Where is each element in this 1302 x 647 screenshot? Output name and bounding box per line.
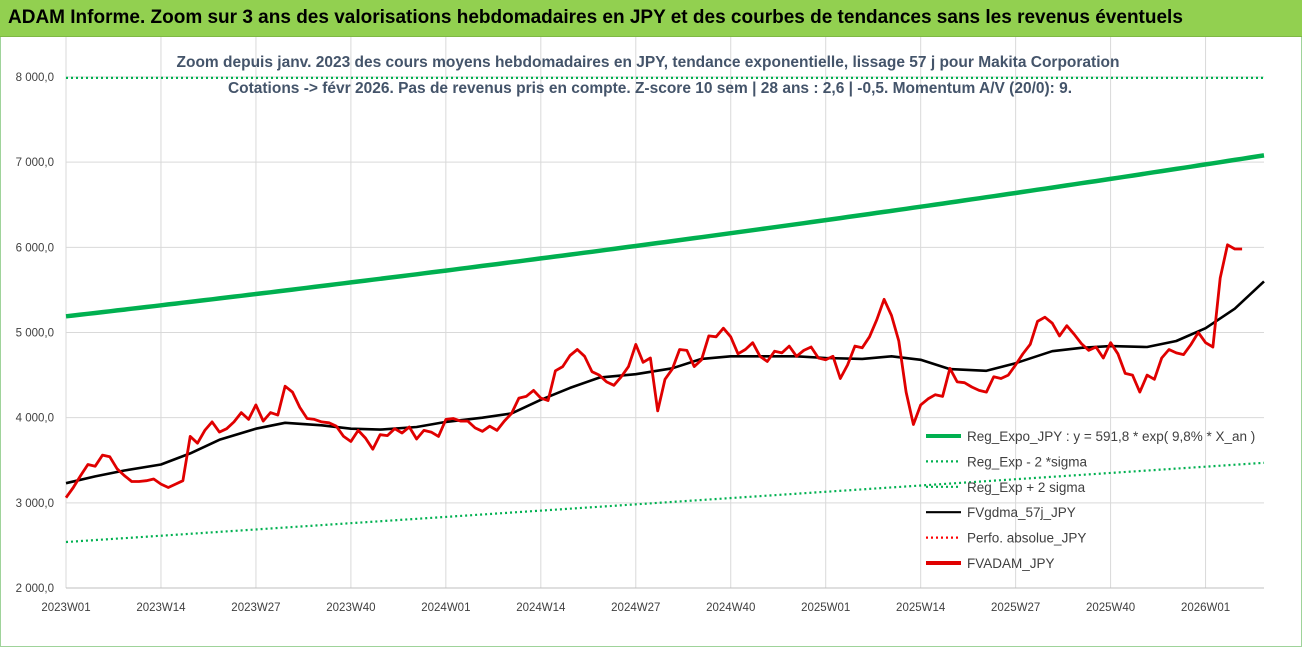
chart-title-line1: Zoom depuis janv. 2023 des cours moyens …	[177, 54, 1120, 71]
x-tick-label: 2023W14	[136, 602, 186, 614]
x-tick-label: 2023W40	[326, 602, 375, 614]
gridlines	[65, 37, 1264, 589]
legend: Reg_Expo_JPY : y = 591,8 * exp( 9,8% * X…	[926, 429, 1255, 571]
y-tick-label: 5 000,0	[16, 328, 54, 340]
legend-label: Reg_Exp + 2 sigma	[967, 480, 1086, 495]
y-axis-ticks: 2 000,0 3 000,0 4 000,0 5 000,0 6 000,0 7 000…	[16, 72, 54, 595]
y-tick-label: 8 000,0	[16, 72, 54, 84]
y-tick-label: 2 000,0	[16, 583, 54, 595]
series-lines	[64, 76, 1265, 544]
x-tick-label: 2025W14	[896, 602, 946, 614]
legend-label: FVADAM_JPY	[967, 556, 1055, 571]
chart-title-line2: Cotations -> févr 2026. Pas de revenus p…	[228, 80, 1072, 97]
legend-label: Perfo. absolue_JPY	[967, 531, 1086, 546]
y-tick-label: 3 000,0	[16, 498, 54, 510]
x-tick-label: 2023W01	[41, 602, 90, 614]
series-fvadam	[64, 243, 1243, 499]
x-tick-label: 2026W01	[1181, 602, 1230, 614]
legend-label: Reg_Expo_JPY : y = 591,8 * exp( 9,8% * X…	[967, 429, 1255, 444]
x-tick-label: 2025W27	[991, 602, 1040, 614]
legend-label: Reg_Exp - 2 *sigma	[967, 454, 1088, 469]
y-tick-label: 6 000,0	[16, 242, 54, 254]
series-reg-expo	[65, 153, 1265, 319]
x-tick-label: 2025W40	[1086, 602, 1135, 614]
x-tick-label: 2024W01	[421, 602, 470, 614]
y-tick-label: 7 000,0	[16, 157, 54, 169]
x-tick-label: 2024W27	[611, 602, 660, 614]
y-tick-label: 4 000,0	[16, 413, 54, 425]
page-title: ADAM Informe. Zoom sur 3 ans des valoris…	[8, 7, 1183, 28]
x-tick-label: 2023W27	[231, 602, 280, 614]
x-tick-label: 2024W40	[706, 602, 755, 614]
series-reg-exp-minus-2sigma	[65, 461, 1265, 544]
header-bar: ADAM Informe. Zoom sur 3 ans des valoris…	[0, 0, 1302, 37]
x-axis-ticks: 2023W01 2023W14 2023W27 2023W40 2024W01 2024W…	[41, 602, 1230, 614]
legend-label: FVgdma_57j_JPY	[967, 505, 1076, 520]
x-tick-label: 2024W14	[516, 602, 566, 614]
x-tick-label: 2025W01	[801, 602, 850, 614]
